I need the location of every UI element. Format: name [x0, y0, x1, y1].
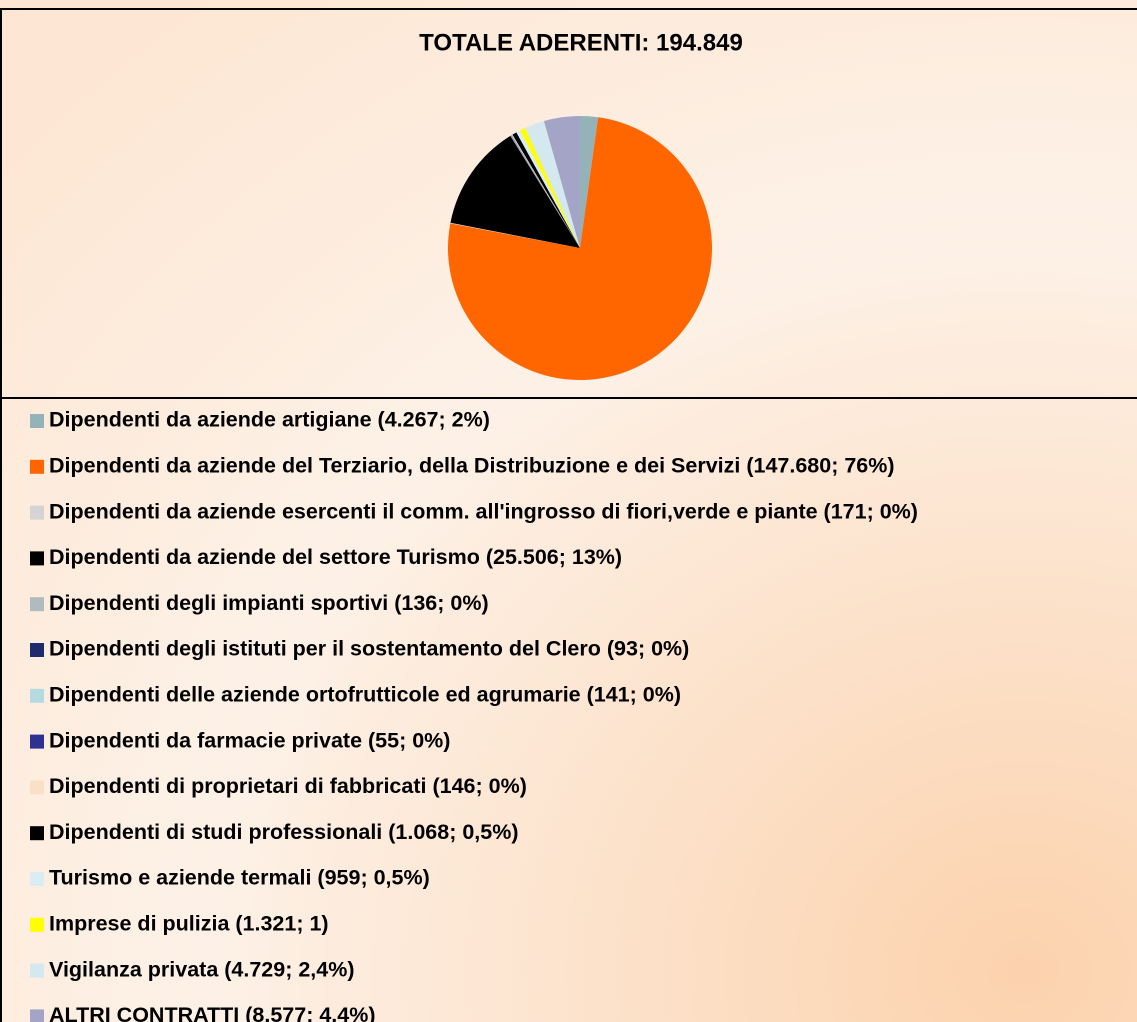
legend-swatch: [30, 826, 44, 841]
legend-swatch: [30, 688, 44, 703]
legend-label: Dipendenti da aziende del Terziario, del…: [49, 453, 895, 477]
legend-label: Dipendenti da aziende del settore Turism…: [49, 545, 622, 569]
legend-label: Turismo e aziende termali (959; 0,5%): [49, 866, 430, 890]
pie-slice: [511, 135, 580, 248]
legend-label: Dipendenti da farmacie private (55; 0%): [49, 728, 450, 752]
pie-slice: [450, 222, 580, 248]
pie-slice: [510, 135, 580, 248]
pie-slice: [580, 116, 599, 248]
legend-swatch: [30, 917, 44, 932]
legend-swatch: [30, 597, 44, 612]
pie-slice: [516, 130, 580, 248]
legend-label: Dipendenti da aziende esercenti il comm.…: [49, 499, 918, 523]
legend-swatch: [30, 963, 44, 978]
pie-slice: [512, 132, 580, 248]
chart-title: TOTALE ADERENTI: 194.849: [419, 29, 743, 56]
legend-label: ALTRI CONTRATTI (8.577; 4,4%): [49, 1003, 376, 1022]
pie-slice: [448, 117, 712, 381]
legend-label: Dipendenti degli istituti per il sostent…: [49, 637, 689, 661]
legend-label: Dipendenti degli impianti sportivi (136;…: [49, 591, 489, 615]
legend-swatch: [30, 1009, 44, 1022]
frame: [0, 8, 1137, 1022]
legend-label: Dipendenti da aziende artigiane (4.267; …: [49, 408, 490, 432]
legend-swatch: [30, 414, 44, 428]
pie-slice: [450, 135, 580, 248]
pie-slice: [543, 116, 580, 248]
pie-slice: [511, 134, 580, 248]
legend-swatch: [30, 734, 44, 749]
legend-label: Vigilanza privata (4.729; 2,4%): [49, 957, 355, 981]
legend-swatch: [30, 780, 44, 795]
pie-slice: [511, 134, 580, 248]
legend-swatch: [30, 872, 44, 886]
legend-label: Dipendenti di studi professionali (1.068…: [49, 820, 519, 844]
legend-label: Dipendenti di proprietari di fabbricati …: [49, 774, 527, 798]
pie-slice: [510, 135, 580, 248]
legend-swatch: [30, 505, 44, 520]
legend-label: Dipendenti delle aziende ortofrutticole …: [49, 682, 681, 706]
legend-swatch: [30, 643, 44, 657]
legend-swatch: [30, 459, 44, 474]
legend-swatch: [30, 551, 44, 566]
pie-slice: [525, 121, 580, 248]
pie-slice: [520, 127, 580, 248]
legend-label: Imprese di pulizia (1.321; 1): [49, 911, 329, 935]
